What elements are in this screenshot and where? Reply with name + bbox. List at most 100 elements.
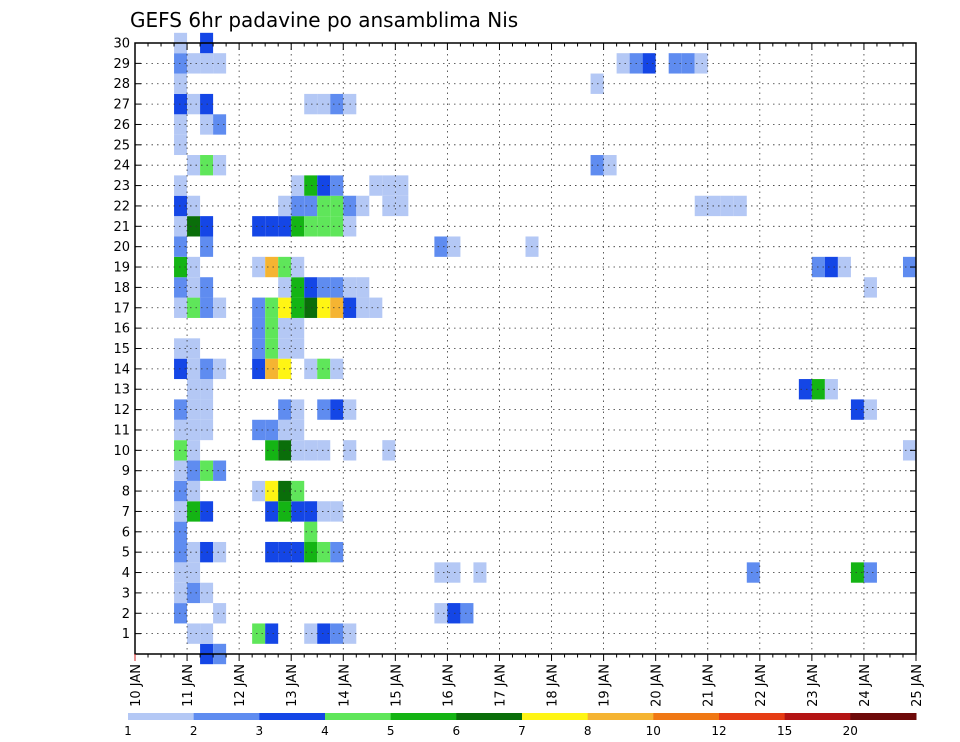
heatmap-cell bbox=[330, 541, 344, 563]
y-tick-label: 2 bbox=[122, 607, 130, 622]
heatmap-cell bbox=[291, 338, 305, 359]
heatmap-cell bbox=[330, 501, 344, 522]
heatmap-cell bbox=[304, 175, 318, 196]
heatmap-cell bbox=[863, 277, 877, 298]
heatmap-cell bbox=[395, 175, 409, 196]
heatmap-cell bbox=[187, 460, 201, 481]
heatmap-cell bbox=[213, 297, 227, 318]
heatmap-cell bbox=[174, 195, 188, 217]
heatmap-cell bbox=[213, 460, 227, 481]
heatmap-cell bbox=[174, 175, 188, 196]
heatmap-cell bbox=[187, 582, 201, 604]
heatmap-cell bbox=[304, 93, 318, 115]
heatmap-cell bbox=[174, 216, 188, 237]
heatmap-cell bbox=[252, 216, 266, 237]
heatmap-cell bbox=[187, 338, 201, 359]
heatmap-cell bbox=[291, 440, 305, 461]
heatmap-cell bbox=[798, 379, 812, 400]
heatmap-cell bbox=[265, 317, 279, 339]
heatmap-cell bbox=[330, 175, 344, 196]
y-tick-label: 12 bbox=[113, 403, 130, 418]
heatmap-cell bbox=[213, 541, 227, 563]
legend-swatch bbox=[587, 713, 654, 720]
x-tick-label: 21 JAN bbox=[702, 664, 717, 707]
y-tick-label: 19 bbox=[113, 261, 130, 276]
heatmap-cell bbox=[330, 297, 344, 318]
heatmap-cell bbox=[330, 216, 344, 237]
heatmap-cell bbox=[291, 277, 305, 298]
heatmap-cell bbox=[720, 195, 734, 217]
heatmap-cell bbox=[252, 256, 266, 278]
x-tick-label: 25 JAN bbox=[910, 664, 925, 707]
heatmap-cell bbox=[330, 195, 344, 217]
y-tick-label: 8 bbox=[122, 485, 130, 500]
heatmap-cell bbox=[330, 93, 344, 115]
x-tick-label: 12 JAN bbox=[233, 664, 248, 707]
heatmap-cell bbox=[330, 358, 344, 380]
heatmap-cell bbox=[356, 277, 370, 298]
heatmap-cell bbox=[174, 134, 188, 156]
heatmap-cell bbox=[174, 582, 188, 604]
heatmap-cell bbox=[187, 277, 201, 298]
heatmap-cell bbox=[174, 73, 188, 94]
heatmap-cell bbox=[304, 216, 318, 237]
heatmap-cell bbox=[317, 399, 331, 420]
heatmap-cell bbox=[187, 440, 201, 461]
y-tick-label: 4 bbox=[122, 566, 130, 581]
heatmap-cell bbox=[317, 195, 331, 217]
heatmap-cell bbox=[265, 419, 279, 441]
legend-swatch bbox=[522, 713, 589, 720]
heatmap-cell bbox=[213, 358, 227, 380]
chart-title: GEFS 6hr padavine po ansamblima Nis bbox=[130, 8, 518, 32]
heatmap-cell bbox=[265, 541, 279, 563]
heatmap-cell bbox=[304, 297, 318, 318]
heatmap-cell bbox=[291, 399, 305, 420]
heatmap-cell bbox=[317, 216, 331, 237]
heatmap-cell bbox=[317, 175, 331, 196]
heatmap-cell bbox=[304, 623, 318, 644]
y-tick-label: 6 bbox=[122, 525, 130, 540]
heatmap-cell bbox=[304, 195, 318, 217]
heatmap-cell bbox=[174, 480, 188, 502]
heatmap-cell bbox=[369, 175, 383, 196]
heatmap-cell bbox=[213, 155, 227, 176]
heatmap-cell bbox=[434, 562, 448, 583]
heatmap-cell bbox=[187, 216, 201, 237]
heatmap-cell bbox=[187, 297, 201, 318]
heatmap-cell bbox=[174, 562, 188, 583]
y-tick-label: 3 bbox=[122, 586, 130, 601]
heatmap-cell bbox=[174, 236, 188, 257]
heatmap-cell bbox=[187, 562, 201, 583]
heatmap-cell bbox=[213, 603, 227, 624]
x-tick-label: 16 JAN bbox=[441, 664, 456, 707]
heatmap-cell bbox=[174, 419, 188, 441]
heatmap-cell bbox=[252, 623, 266, 644]
heatmap-cell bbox=[174, 53, 188, 74]
y-tick-label: 28 bbox=[113, 77, 130, 92]
legend-label: 7 bbox=[518, 724, 526, 738]
legend-label: 3 bbox=[255, 724, 263, 738]
heatmap-cell bbox=[174, 521, 188, 542]
y-tick-label: 16 bbox=[113, 322, 130, 337]
legend-label: 2 bbox=[190, 724, 198, 738]
heatmap-cell bbox=[187, 358, 201, 380]
heatmap-cell bbox=[863, 562, 877, 583]
heatmap-cell bbox=[317, 297, 331, 318]
heatmap-cell bbox=[356, 297, 370, 318]
heatmap-cell bbox=[187, 501, 201, 522]
heatmap-cell bbox=[252, 338, 266, 359]
heatmap-cell bbox=[291, 195, 305, 217]
heatmap-cell bbox=[252, 317, 266, 339]
y-tick-label: 18 bbox=[113, 281, 130, 296]
heatmap-cell bbox=[902, 256, 916, 278]
heatmap-cell bbox=[850, 562, 864, 583]
x-tick-label: 17 JAN bbox=[494, 664, 509, 707]
y-tick-label: 26 bbox=[113, 118, 130, 133]
heatmap-cell bbox=[746, 562, 760, 583]
heatmap-cell bbox=[707, 195, 721, 217]
heatmap-cell bbox=[174, 460, 188, 481]
y-tick-label: 29 bbox=[113, 57, 130, 72]
heatmap-cell bbox=[187, 155, 201, 176]
y-axis: 1234567891011121314151617181920212223242… bbox=[113, 37, 916, 642]
heatmap-cell bbox=[291, 419, 305, 441]
